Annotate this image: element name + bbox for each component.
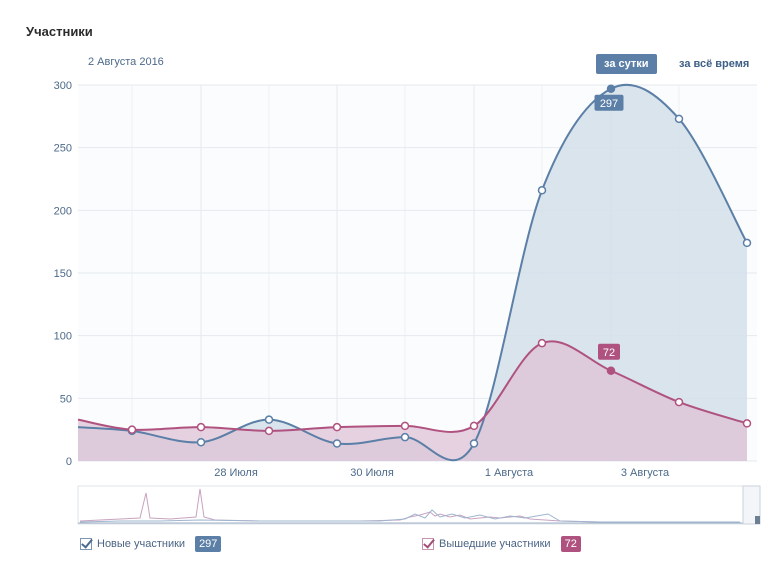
data-point [264,426,274,436]
data-point [674,114,684,124]
legend-left-label: Вышедшие участники [439,538,551,550]
checkbox-left-members[interactable] [422,538,434,550]
legend-new-label: Новые участники [97,538,186,550]
data-point [264,415,274,424]
data-point [606,84,616,94]
data-point [742,419,752,428]
value-badge [598,343,620,360]
data-point [127,425,137,434]
date-label: 2 Августа 2016 [88,56,164,68]
y-tick-label: 300 [54,80,72,92]
data-point [400,421,410,431]
data-point [469,421,479,431]
series-line [77,340,748,433]
y-tick-label: 200 [54,205,72,217]
value-badge [594,94,624,111]
data-point [537,338,547,348]
legend-new-badge: 297 [195,536,222,552]
legend-left-badge: 72 [560,536,581,552]
data-point [742,238,752,248]
data-point [469,439,479,448]
data-point [537,186,547,195]
y-tick-label: 250 [54,143,72,155]
navigator-line-new [79,509,740,523]
navigator-handle [742,485,761,525]
value-badge-label: 72 [603,347,615,359]
data-point [196,422,206,432]
data-point [332,422,342,432]
x-tick-label: 30 Июля [350,467,394,479]
data-point [400,432,410,442]
x-tick-label: 28 Июля [214,467,258,479]
x-tick-label: 1 Августа [485,467,534,479]
legend-new-members[interactable]: Новые участники 297 [80,535,222,553]
x-tick-label: 3 Августа [621,467,670,479]
section-title: Участники [26,24,93,39]
navigator-grip [755,516,760,524]
all-time-button[interactable]: за всё время [679,58,750,70]
data-point [674,397,684,407]
value-badge-label: 297 [600,98,618,110]
data-point [196,437,206,447]
y-tick-label: 0 [66,456,72,468]
legend-left-members[interactable]: Вышедшие участники 72 [422,535,581,553]
series-area [78,341,747,461]
y-tick-label: 100 [54,331,72,343]
data-point [332,439,342,448]
data-point [606,366,616,376]
checkbox-new-members[interactable] [80,538,92,550]
y-tick-label: 150 [54,268,72,280]
per-day-button[interactable]: за сутки [596,54,657,74]
y-tick-label: 50 [60,393,72,405]
